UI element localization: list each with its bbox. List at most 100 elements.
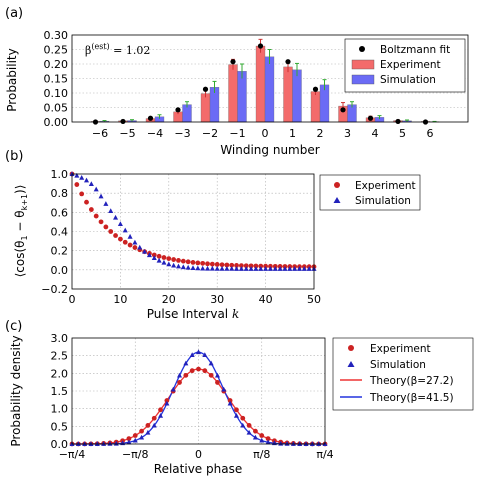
- experiment-point-b: [224, 262, 230, 268]
- x-tick-label-c: π/8: [253, 448, 270, 461]
- legend-swatch-experiment-a: [351, 59, 375, 70]
- boltzmann-point: [230, 59, 236, 65]
- y-tick-label-a: 0.15: [44, 73, 69, 86]
- simulation-point-c: [101, 441, 107, 446]
- experiment-point-b: [74, 182, 80, 187]
- experiment-point-c: [208, 372, 214, 378]
- experiment-point-c: [196, 366, 201, 372]
- panel-c: (c) 0.0 0.5 1.0 1.5 2.0 2.5 3.0 −π/4 −π/8 0 π/8 π/…: [5, 319, 474, 476]
- experiment-point-b: [185, 259, 191, 265]
- simulation-point-b: [224, 266, 230, 271]
- simulation-point-b: [277, 266, 283, 271]
- simulation-point-b: [79, 175, 85, 180]
- y-tick-label-b: 1.0: [51, 168, 69, 181]
- experiment-point-b: [88, 207, 94, 212]
- simulation-point-b: [301, 266, 307, 271]
- x-tick-label-a: −6: [92, 127, 108, 140]
- x-tick-label-c: π/4: [316, 448, 333, 461]
- simulation-point-b: [69, 171, 75, 176]
- experiment-point-b: [205, 261, 210, 267]
- simulation-point-c: [88, 441, 94, 446]
- y-tick-label-b: 0.8: [51, 187, 69, 200]
- simulation-point-b: [122, 227, 128, 233]
- simulation-point-c: [189, 352, 195, 358]
- boltzmann-point: [120, 118, 126, 125]
- simulation-point-b: [103, 201, 109, 206]
- axes-frame-c: [71, 337, 326, 445]
- simulation-point-b: [229, 266, 235, 271]
- bar-experiment: [283, 66, 293, 123]
- boltzmann-point: [312, 86, 319, 92]
- y-tick-label-c: 0.0: [51, 438, 69, 451]
- simulation-point-c: [158, 412, 164, 418]
- experiment-point-b: [118, 236, 123, 242]
- y-tick-label-a: 0.20: [44, 58, 69, 71]
- y-tick-label-c: 2.5: [51, 350, 69, 363]
- simulation-point-b: [195, 265, 201, 271]
- experiment-point-b: [243, 263, 249, 269]
- experiment-point-b: [171, 257, 177, 262]
- simulation-point-c: [265, 439, 271, 445]
- simulation-point-b: [137, 244, 143, 250]
- legend-b: Experiment Simulation: [319, 174, 421, 211]
- simulation-point-c: [246, 429, 252, 435]
- simulation-point-b: [234, 266, 240, 271]
- panel-label-b: (b): [5, 149, 23, 164]
- panel-label-c: (c): [5, 319, 22, 334]
- experiment-point-c: [234, 407, 239, 413]
- y-tick-label-c: 1.0: [51, 403, 69, 416]
- experiment-point-c: [183, 372, 189, 378]
- simulation-point-b: [156, 257, 162, 263]
- axes-frame-a: [71, 34, 469, 123]
- x-tick-label-a: 1: [289, 127, 296, 140]
- simulation-point-b: [306, 266, 312, 271]
- simulation-point-c: [221, 386, 227, 392]
- simulation-point-b: [74, 172, 80, 178]
- simulation-point-c: [195, 349, 202, 355]
- simulation-point-c: [227, 400, 233, 406]
- experiment-point-b: [239, 263, 244, 268]
- x-tick-label-a: −4: [147, 127, 163, 140]
- x-tick-label-c: −π/4: [59, 448, 86, 461]
- x-axis-label-a: Winding number: [220, 143, 319, 157]
- experiment-point-b: [219, 262, 225, 268]
- bar-simulation: [292, 69, 302, 123]
- y-axis-label-a: Probability: [5, 48, 19, 111]
- x-tick-label-a: 5: [399, 127, 406, 140]
- bar-simulation: [264, 56, 275, 123]
- x-tick-label-b: 30: [210, 293, 224, 306]
- y-axis-label-c: Probability density: [9, 335, 23, 446]
- simulation-point-c: [94, 441, 100, 446]
- simulation-point-b: [175, 263, 181, 269]
- legend-marker-simulation-b: [333, 197, 341, 203]
- legend-label-theory-27: Theory(β=27.2): [369, 375, 454, 387]
- experiment-point-b: [108, 229, 114, 234]
- experiment-point-b: [84, 199, 89, 205]
- x-axis-label-c: Relative phase: [154, 462, 242, 476]
- panel-b: (b) −0.2 0.0 0.2 0.4 0.6 0.8 1.0 0 10 20 30 40 50 ⟨…: [5, 149, 421, 321]
- x-tick-label-b: 10: [113, 293, 127, 306]
- simulation-point-b: [190, 265, 196, 270]
- experiment-point-c: [240, 415, 246, 421]
- simulation-point-c: [240, 422, 246, 428]
- boltzmann-point: [175, 107, 181, 113]
- bar-experiment: [200, 93, 211, 123]
- legend-label-experiment-b: Experiment: [355, 180, 416, 192]
- experiment-point-c: [158, 407, 163, 413]
- boltzmann-point: [147, 115, 154, 121]
- x-tick-label-b: 0: [69, 293, 76, 306]
- experiment-point-c: [189, 368, 195, 374]
- boltzmann-point: [285, 59, 291, 65]
- experiment-point-b: [209, 261, 215, 267]
- simulation-point-c: [145, 429, 151, 435]
- y-tick-label-a: 0.00: [44, 116, 69, 129]
- experiment-point-b: [79, 191, 85, 197]
- y-axis-label-b: ⟨cos(θ1 − θk+1)⟩: [13, 185, 29, 278]
- experiment-point-c: [265, 436, 271, 442]
- bar-simulation: [237, 71, 247, 123]
- simulation-point-c: [290, 441, 296, 446]
- simulation-point-b: [151, 255, 157, 261]
- experiment-point-c: [202, 368, 208, 374]
- x-tick-label-c: 0: [195, 448, 202, 461]
